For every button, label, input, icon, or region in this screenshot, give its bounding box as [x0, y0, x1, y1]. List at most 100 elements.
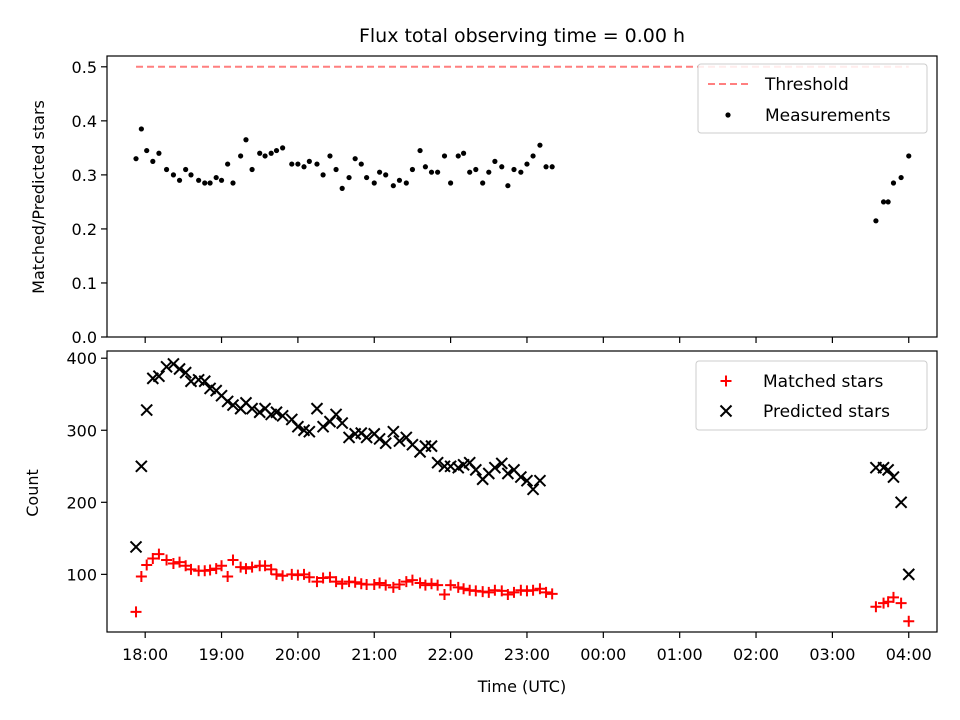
matched-star-point — [246, 561, 258, 573]
measurement-point — [176, 177, 183, 183]
predicted-star-point — [425, 439, 438, 453]
x-tick-label: 19:00 — [198, 645, 244, 664]
measurement-point — [262, 153, 268, 159]
measurement-point — [435, 169, 441, 175]
matched-star-point — [502, 589, 514, 601]
measurement-point — [257, 150, 263, 156]
matched-star-point — [185, 563, 197, 575]
x-axis-label: Time (UTC) — [477, 677, 566, 696]
matched-star-point — [438, 589, 450, 601]
matched-star-point — [222, 571, 234, 583]
x-tick-label: 22:00 — [428, 645, 474, 664]
matched-star-point — [311, 576, 323, 588]
matched-star-point — [540, 586, 552, 598]
measurement-point — [333, 166, 339, 173]
predicted-star-point — [179, 366, 192, 379]
predicted-star-point — [887, 470, 900, 484]
measurement-point — [339, 185, 345, 191]
measurement-point — [289, 161, 295, 167]
legend-measurements-swatch — [725, 112, 731, 118]
matched-star-point — [406, 574, 418, 586]
predicted-star-point — [173, 362, 186, 376]
matched-star-point — [432, 579, 444, 591]
matched-star-point — [303, 571, 315, 583]
measurement-point — [880, 199, 887, 205]
predicted-star-point — [303, 425, 316, 438]
measurement-point — [320, 172, 326, 178]
bottom-y-tick-label: 300 — [66, 421, 97, 440]
matched-star-point — [330, 576, 342, 588]
bottom-legend-box — [695, 360, 928, 431]
x-tick-label: 23:00 — [504, 645, 550, 664]
predicted-star-point — [198, 375, 211, 388]
matched-star-point — [204, 564, 216, 576]
measurement-point — [314, 161, 320, 167]
predicted-star-point — [160, 360, 173, 374]
measurement-point — [138, 126, 144, 132]
matched-star-point — [227, 554, 239, 566]
matched-star-point — [130, 606, 142, 618]
measurement-point — [280, 145, 286, 151]
predicted-star-point — [514, 470, 528, 484]
measurement-point — [376, 169, 383, 175]
measurement-point — [480, 180, 486, 186]
measurement-point — [213, 174, 219, 181]
matched-star-point — [368, 578, 380, 590]
measurement-point — [422, 164, 429, 170]
predicted-star-point — [360, 431, 373, 444]
legend-matched-label: Matched stars — [763, 372, 883, 392]
measurement-point — [346, 174, 352, 181]
bottom-axes-frame — [106, 350, 938, 633]
chart-title: Flux total observing time = 0.00 h — [359, 25, 685, 47]
measurement-point — [383, 172, 389, 178]
predicted-star-point — [488, 461, 502, 474]
x-tick-label: 18:00 — [122, 645, 168, 664]
measurement-point — [150, 158, 156, 164]
matched-star-point — [380, 579, 392, 591]
legend-predicted-swatch — [719, 404, 733, 418]
matched-star-point — [277, 570, 289, 582]
top-y-tick-label: 0.4 — [72, 112, 97, 131]
matched-star-point — [174, 556, 186, 568]
predicted-star-point — [276, 409, 289, 423]
bottom-y-tick-label: 100 — [66, 565, 97, 584]
matched-star-point — [458, 583, 470, 595]
bottom-y-tick-label: 200 — [66, 493, 97, 512]
matched-star-point — [240, 563, 252, 575]
x-tick-label: 21:00 — [351, 645, 397, 664]
measurement-point — [885, 199, 891, 205]
x-tick-label: 00:00 — [580, 645, 626, 664]
measurement-point — [396, 177, 403, 183]
matched-star-point — [903, 615, 915, 627]
matched-star-point — [414, 577, 426, 589]
top-y-tick-label: 0.1 — [72, 274, 97, 293]
measurement-point — [327, 153, 333, 159]
predicted-star-point — [495, 457, 508, 470]
measurement-point — [455, 153, 461, 159]
predicted-star-point — [316, 420, 330, 433]
legend-matched-swatch — [720, 375, 732, 387]
predicted-star-point — [253, 406, 266, 419]
top-y-tick-label: 0.5 — [72, 58, 97, 77]
matched-star-point — [135, 571, 147, 583]
measurement-point — [295, 161, 301, 167]
predicted-star-point — [152, 370, 166, 383]
predicted-star-point — [393, 434, 406, 448]
measurement-point — [170, 172, 177, 178]
measurement-point — [530, 153, 536, 159]
matched-star-point — [235, 561, 247, 573]
measurement-point — [156, 150, 162, 156]
predicted-star-point — [894, 496, 908, 509]
top-y-tick-label: 0.2 — [72, 220, 97, 239]
measurement-point — [188, 172, 194, 178]
predicted-star-point — [270, 406, 283, 419]
x-tick-label: 02:00 — [733, 645, 779, 664]
predicted-star-point — [342, 431, 356, 444]
legend-predicted-label: Predicted stars — [763, 402, 890, 422]
measurement-point — [499, 164, 505, 170]
matched-star-point — [147, 553, 159, 565]
matched-star-point — [271, 568, 283, 580]
measurement-point — [890, 180, 897, 186]
measurement-point — [273, 147, 280, 154]
measurement-point — [898, 174, 904, 181]
